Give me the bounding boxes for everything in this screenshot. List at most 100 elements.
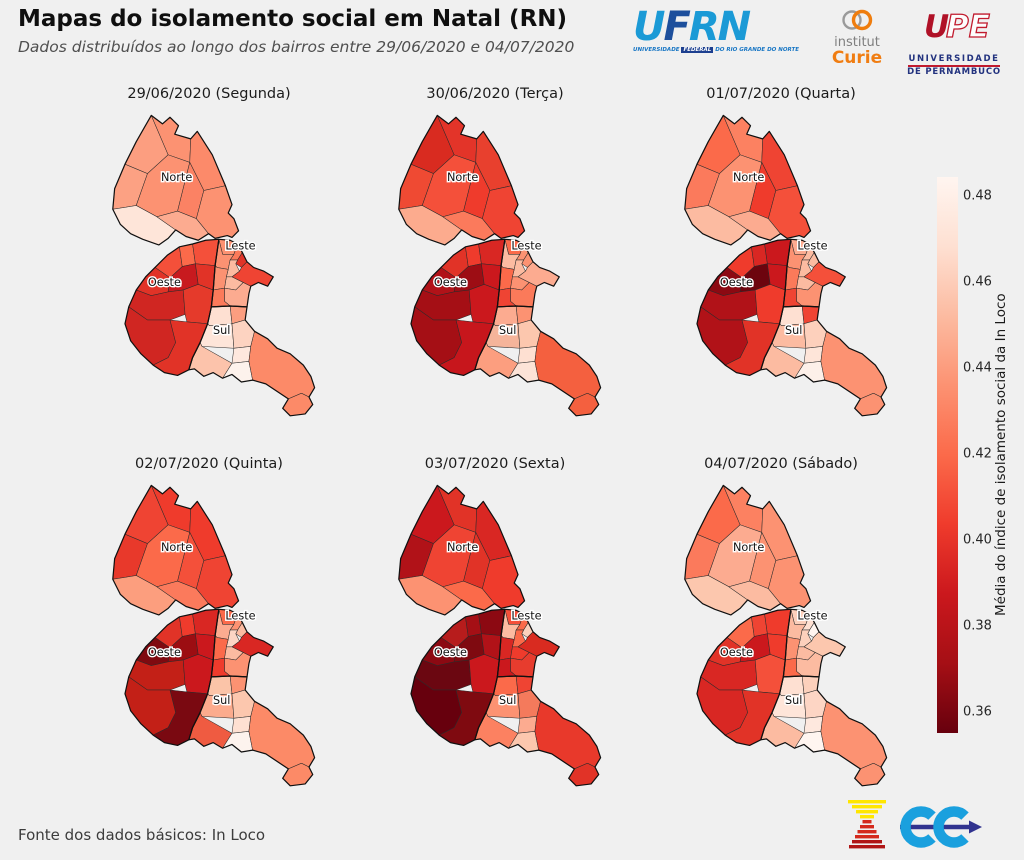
colorbar-tick-label: 0.42 [963,446,992,462]
region-label-oeste: Oeste [720,276,753,289]
zone-outline-leste [210,238,274,308]
colorbar-gradient [937,177,958,733]
region-label-norte: Norte [161,541,192,554]
upe-caption-2: DE PERNAMBUCO [907,67,1001,77]
map-panel: 29/06/2020 (Segunda) Norte Leste Oeste Sul [94,84,324,428]
zone-outline-leste [210,608,274,678]
upe-u: U [924,10,949,42]
zone-outline-norte [112,114,240,246]
zone-outline-sul [760,305,888,417]
cc-arrow-logo [900,806,982,848]
bairro-polygon [820,331,887,400]
map-panel-title: 30/06/2020 (Terça) [426,86,564,102]
zone-outline-norte [398,114,526,246]
ufrn-caption-post: DO RIO GRANDE DO NORTE [715,47,800,53]
zone-outline-norte [112,484,240,616]
region-label-leste: Leste [511,240,541,253]
region-label-leste: Leste [797,240,827,253]
upe-caption-1: UNIVERSIDADE [908,55,1000,67]
upe-pe: PE [946,10,990,42]
region-label-leste: Leste [797,610,827,623]
region-label-sul: Sul [785,694,802,707]
zone-outline-sul [188,675,316,787]
map-panel: 02/07/2020 (Quinta) Norte Leste Oeste Sul [94,454,324,798]
bairro-polygon [248,331,315,400]
ufrn-rn: RN [688,4,751,50]
ufrn-acronym: UFRN [633,7,778,47]
map-panel-title: 01/07/2020 (Quarta) [706,86,856,102]
map-panel-title: 29/06/2020 (Segunda) [127,86,291,102]
region-label-sul: Sul [213,324,230,337]
choropleth-map: Norte Leste Oeste Sul [684,484,888,787]
population-pyramid-logo [848,800,886,849]
map-panel-title: 03/07/2020 (Sexta) [424,456,566,472]
map-panel-title: 04/07/2020 (Sábado) [704,456,858,472]
bairro-polygon [517,716,538,734]
region-label-norte: Norte [161,171,192,184]
colorbar-ticks: 0.48 0.46 0.44 0.42 0.40 0.38 0.36 [963,177,1005,733]
bairro-polygon [803,716,824,734]
region-label-oeste: Oeste [148,276,181,289]
upe-logo: U PE UNIVERSIDADE DE PERNAMBUCO [901,8,1007,78]
colorbar-tick-label: 0.48 [963,188,992,204]
region-label-sul: Sul [499,694,516,707]
region-label-sul: Sul [213,694,230,707]
zone-outline-leste [496,608,560,678]
zone-outline-sul [474,675,602,787]
choropleth-map: Norte Leste Oeste Sul [112,114,316,417]
curie-name-text: Curie [831,48,883,68]
maps-grid: 29/06/2020 (Segunda) Norte Leste Oeste Sul … [66,84,924,798]
colorbar-tick-label: 0.44 [963,360,992,376]
ufrn-caption-federal: FEDERAL [681,47,714,53]
upe-acronym-icon: U PE [924,8,991,45]
bairro-polygon [517,346,538,364]
colorbar-tick-label: 0.40 [963,532,992,548]
bairro-polygon [803,346,824,364]
bairro-polygon [231,716,252,734]
region-label-norte: Norte [733,171,764,184]
bairro-polygon [820,701,887,770]
colorbar-tick-label: 0.38 [963,618,992,634]
region-label-oeste: Oeste [434,646,467,659]
bairro-polygon [534,701,601,770]
choropleth-map: Norte Leste Oeste Sul [398,484,602,787]
region-label-sul: Sul [499,324,516,337]
region-label-norte: Norte [733,541,764,554]
map-panel: 01/07/2020 (Quarta) Norte Leste Oeste Sul [666,84,896,428]
zone-outline-norte [398,484,526,616]
map-panel-title: 02/07/2020 (Quinta) [135,456,283,472]
ufrn-logo: UFRN UNIVERSIDADE FEDERAL DO RIO GRANDE … [633,7,799,53]
zone-outline-leste [496,238,560,308]
institut-curie-logo: institut Curie [818,8,896,67]
page-title: Mapas do isolamento social em Natal (RN) [18,6,568,32]
data-source-note: Fonte dos dados básicos: In Loco [18,826,266,844]
region-label-oeste: Oeste [148,646,181,659]
region-label-leste: Leste [225,240,255,253]
region-label-norte: Norte [447,541,478,554]
map-panel: 04/07/2020 (Sábado) Norte Leste Oeste Sul [666,454,896,798]
ufrn-u: U [633,4,666,50]
zone-outline-leste [782,238,846,308]
colorbar-tick-label: 0.36 [963,704,992,720]
curie-circles-icon [842,9,873,31]
region-label-sul: Sul [785,324,802,337]
map-panel: 30/06/2020 (Terça) Norte Leste Oeste Sul [380,84,610,428]
choropleth-map: Norte Leste Oeste Sul [398,114,602,417]
zone-outline-sul [188,305,316,417]
map-panel: 03/07/2020 (Sexta) Norte Leste Oeste Sul [380,454,610,798]
region-label-leste: Leste [511,610,541,623]
bairro-polygon [231,346,252,364]
zone-outline-norte [684,484,812,616]
colorbar-tick-label: 0.46 [963,274,992,290]
zone-outline-leste [782,608,846,678]
page-subtitle: Dados distribuídos ao longo dos bairros … [18,38,575,56]
zone-outline-norte [684,114,812,246]
bairro-polygon [248,701,315,770]
zone-outline-sul [474,305,602,417]
ufrn-f: F [663,4,690,50]
choropleth-map: Norte Leste Oeste Sul [684,114,888,417]
zone-outline-sul [760,675,888,787]
region-label-norte: Norte [447,171,478,184]
ufrn-caption-pre: UNIVERSIDADE [633,47,680,53]
ufrn-caption: UNIVERSIDADE FEDERAL DO RIO GRANDE DO NO… [633,47,799,53]
